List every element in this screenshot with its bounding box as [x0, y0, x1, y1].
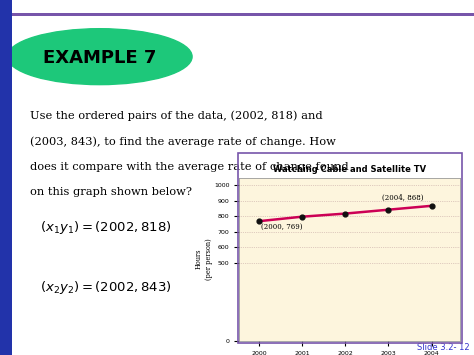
Text: Slide 3.2- 12: Slide 3.2- 12: [417, 343, 469, 351]
Point: [341, 211, 349, 217]
Text: on this graph shown below?: on this graph shown below?: [30, 187, 192, 197]
Text: EXAMPLE 7: EXAMPLE 7: [43, 49, 156, 67]
Text: (2000, 769): (2000, 769): [261, 223, 302, 231]
Text: Use the ordered pairs of the data, (2002, 818) and: Use the ordered pairs of the data, (2002…: [30, 111, 323, 121]
Point: [385, 207, 392, 213]
Point: [298, 214, 306, 219]
Text: (2003, 843), to find the average rate of change. How: (2003, 843), to find the average rate of…: [30, 136, 336, 147]
Text: does it compare with the average rate of change found: does it compare with the average rate of…: [30, 162, 349, 172]
Text: (2004, 868): (2004, 868): [382, 194, 423, 202]
Y-axis label: Hours
(per person): Hours (per person): [195, 238, 213, 280]
Point: [428, 203, 436, 209]
Text: $(x_2y_2) = (2002,843)$: $(x_2y_2) = (2002,843)$: [39, 279, 171, 296]
Point: [255, 218, 263, 224]
Ellipse shape: [7, 29, 192, 84]
Text: $(x_1y_1) = (2002,818)$: $(x_1y_1) = (2002,818)$: [39, 219, 171, 236]
Text: Watching Cable and Satellite TV: Watching Cable and Satellite TV: [273, 165, 426, 174]
